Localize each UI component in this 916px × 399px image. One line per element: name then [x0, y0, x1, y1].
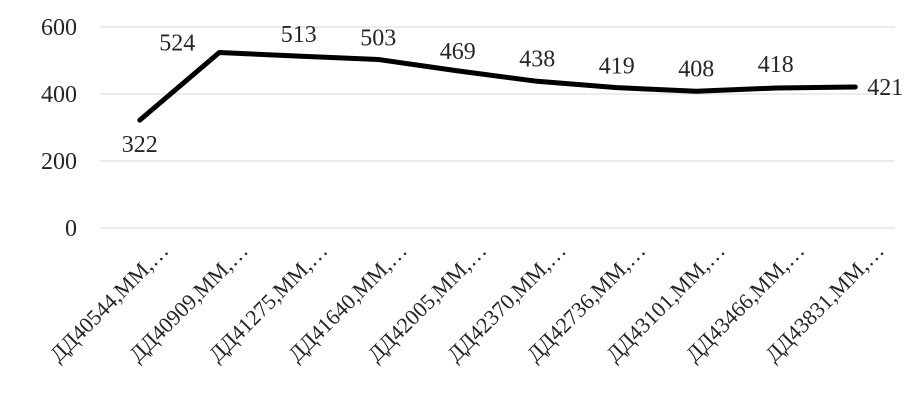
data-label: 408	[678, 56, 714, 82]
data-label: 513	[281, 22, 317, 48]
data-label: 524	[159, 30, 195, 56]
y-axis-tick-labels: 0 200 400 600	[41, 15, 77, 242]
data-label: 421	[867, 75, 903, 101]
series-line	[137, 50, 858, 123]
data-label: 438	[519, 46, 555, 72]
data-label: 419	[599, 54, 635, 80]
data-label: 418	[758, 52, 794, 78]
data-label: 322	[122, 132, 158, 158]
data-label: 503	[360, 25, 396, 51]
y-tick-label: 0	[65, 216, 77, 242]
data-labels: 322 524 513 503 469 438 419 408 418 421	[122, 22, 904, 158]
y-tick-label: 200	[41, 149, 77, 175]
gridlines	[100, 26, 895, 229]
data-label: 469	[440, 39, 476, 65]
x-axis-tick-labels: ДД40544,ММ,…ДД40909,ММ,…ДД41275,ММ,…ДД41…	[44, 238, 888, 367]
series-layer	[137, 50, 858, 123]
y-tick-label: 400	[41, 82, 77, 108]
y-tick-label: 600	[41, 15, 77, 41]
